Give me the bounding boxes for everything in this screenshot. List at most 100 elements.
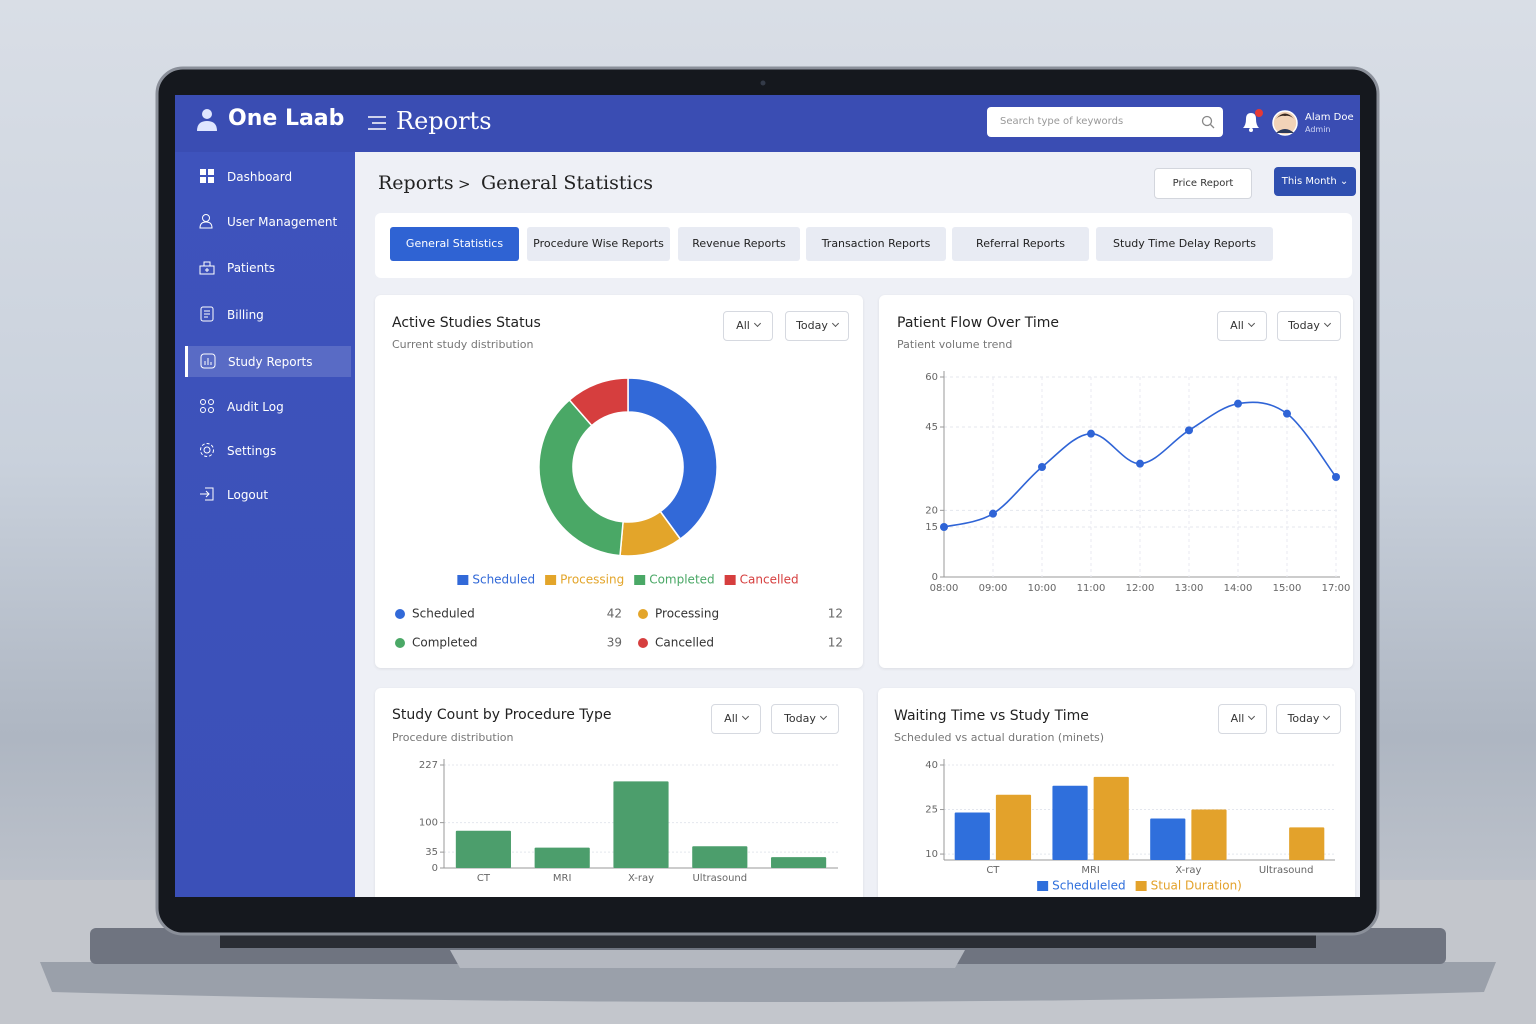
laptop-base bbox=[40, 962, 1496, 1002]
chart-subtitle: Current study distribution bbox=[392, 338, 534, 351]
y-tick-label: 20 bbox=[925, 505, 938, 516]
legend-swatch bbox=[1037, 881, 1049, 891]
bar bbox=[613, 781, 669, 868]
search-placeholder: Search type of keywords bbox=[1000, 116, 1124, 127]
header: One Laab Reports Search type of keywords… bbox=[175, 95, 1360, 152]
trackpad-notch bbox=[450, 950, 965, 968]
nav-item[interactable]: Settings bbox=[187, 435, 350, 466]
avatar[interactable] bbox=[1272, 110, 1298, 136]
breadcrumb-current: General Statistics bbox=[481, 172, 653, 194]
chart-title: Study Count by Procedure Type bbox=[392, 707, 612, 723]
nav-icon bbox=[199, 214, 213, 229]
filter[interactable]: Today bbox=[1277, 311, 1341, 341]
y-tick-label: 10 bbox=[925, 849, 938, 860]
x-tick-label: 09:00 bbox=[979, 583, 1008, 594]
tab[interactable]: Study Time Delay Reports bbox=[1096, 227, 1273, 261]
status-dot bbox=[638, 609, 648, 619]
x-tick-label: MRI bbox=[1081, 865, 1100, 876]
legend-label: Scheduleled bbox=[1052, 879, 1125, 893]
x-tick-label: 11:00 bbox=[1077, 583, 1106, 594]
nav-label: Patients bbox=[227, 261, 276, 275]
sidebar: Dashboard User Management Patients Billi… bbox=[175, 152, 355, 897]
x-tick-label: 13:00 bbox=[1175, 583, 1204, 594]
chart: 10 25 40 CT MRI X-ray Ultrasound Scheduleled Stu… bbox=[925, 759, 1335, 893]
y-tick-label: 0 bbox=[432, 863, 438, 874]
y-tick-label: 40 bbox=[925, 760, 938, 771]
nav-icon bbox=[199, 261, 215, 275]
x-tick-label: 15:00 bbox=[1273, 583, 1302, 594]
status-name: Completed bbox=[412, 636, 477, 650]
chart-subtitle: Patient volume trend bbox=[897, 338, 1013, 351]
point bbox=[989, 509, 997, 518]
donut-slice bbox=[627, 377, 718, 541]
point bbox=[1234, 399, 1242, 408]
status-dot bbox=[638, 638, 648, 648]
nav-label: Audit Log bbox=[227, 400, 284, 414]
donut-slice bbox=[538, 398, 624, 557]
legend: Scheduled Processing Completed Cancelled bbox=[457, 573, 799, 587]
legend: Scheduleled Stual Duration) bbox=[1037, 879, 1242, 893]
chart: 0 35 100 227 CT MRI X-ray Ultrasound bbox=[419, 759, 838, 884]
price-report-button[interactable]: Price Report bbox=[1154, 168, 1252, 199]
legend-swatch bbox=[1135, 881, 1147, 891]
status-name: Processing bbox=[655, 607, 719, 621]
nav-item[interactable]: Billing bbox=[187, 299, 350, 330]
filter-label: All bbox=[1230, 712, 1245, 725]
bar bbox=[1150, 818, 1186, 860]
nav-icon bbox=[200, 399, 214, 413]
nav-label: Settings bbox=[227, 444, 277, 458]
chart-card: 0 35 100 227 CT MRI X-ray Ultrasound Study Coun… bbox=[375, 688, 863, 897]
nav-item[interactable]: Audit Log bbox=[187, 391, 350, 422]
bar bbox=[771, 857, 827, 868]
y-tick-label: 227 bbox=[419, 760, 438, 771]
notifications[interactable] bbox=[1239, 109, 1265, 135]
bar bbox=[1052, 785, 1088, 860]
filter[interactable]: All bbox=[723, 311, 773, 341]
bar bbox=[534, 847, 590, 868]
tab-bar: General Statistics Procedure Wise Report… bbox=[375, 213, 1352, 278]
nav-label: Study Reports bbox=[228, 355, 313, 369]
tab[interactable]: Revenue Reports bbox=[678, 227, 800, 261]
search-box[interactable]: Search type of keywords bbox=[987, 107, 1223, 137]
nav-label: User Management bbox=[227, 215, 338, 229]
x-tick-label: Ultrasound bbox=[1259, 865, 1314, 876]
filter[interactable]: Today bbox=[771, 704, 839, 734]
nav-item[interactable]: Logout bbox=[187, 479, 350, 510]
legend-label: Completed bbox=[649, 573, 714, 587]
bar bbox=[995, 794, 1032, 860]
status-value: 12 bbox=[828, 636, 843, 650]
tab[interactable]: Referral Reports bbox=[952, 227, 1089, 261]
filter[interactable]: All bbox=[1218, 704, 1267, 734]
filter[interactable]: All bbox=[1217, 311, 1267, 341]
filter-label: Today bbox=[796, 319, 828, 332]
nav-item[interactable]: Study Reports bbox=[185, 346, 351, 377]
bar bbox=[1093, 776, 1129, 860]
nav-icon bbox=[200, 306, 214, 322]
y-tick-label: 45 bbox=[925, 422, 938, 433]
menu-icon[interactable] bbox=[368, 115, 386, 131]
chart-card: 10 25 40 CT MRI X-ray Ultrasound Scheduleled Stu… bbox=[878, 688, 1355, 897]
chart-subtitle: Procedure distribution bbox=[392, 731, 514, 744]
breadcrumb-root[interactable]: Reports bbox=[378, 172, 454, 194]
x-tick-label: 14:00 bbox=[1224, 583, 1253, 594]
brand-icon bbox=[197, 109, 217, 131]
chart-card: 0 15 20 45 60 08:00 09:00 10:00 11:00 12:00 13:00 1… bbox=[879, 295, 1353, 668]
chart: 0 15 20 45 60 08:00 09:00 10:00 11:00 12:00 13:00 1… bbox=[925, 371, 1350, 594]
filter[interactable]: Today bbox=[785, 311, 849, 341]
nav-item[interactable]: User Management bbox=[187, 206, 350, 237]
chart-title: Patient Flow Over Time bbox=[897, 315, 1059, 331]
nav-item[interactable]: Patients bbox=[187, 252, 350, 283]
filter[interactable]: All bbox=[711, 704, 761, 734]
user-role: Admin bbox=[1305, 125, 1331, 134]
tab[interactable]: Transaction Reports bbox=[806, 227, 946, 261]
period-button[interactable]: This Month ⌄ bbox=[1274, 167, 1356, 196]
tab[interactable]: General Statistics bbox=[390, 227, 519, 261]
tab[interactable]: Procedure Wise Reports bbox=[527, 227, 670, 261]
nav-label: Dashboard bbox=[227, 170, 293, 184]
y-tick-label: 0 bbox=[932, 572, 938, 583]
y-tick-label: 35 bbox=[425, 847, 438, 858]
filter[interactable]: Today bbox=[1276, 704, 1341, 734]
nav-item[interactable]: Dashboard bbox=[187, 161, 350, 192]
legend-swatch bbox=[724, 575, 736, 585]
breadcrumb-separator: > bbox=[458, 175, 471, 193]
